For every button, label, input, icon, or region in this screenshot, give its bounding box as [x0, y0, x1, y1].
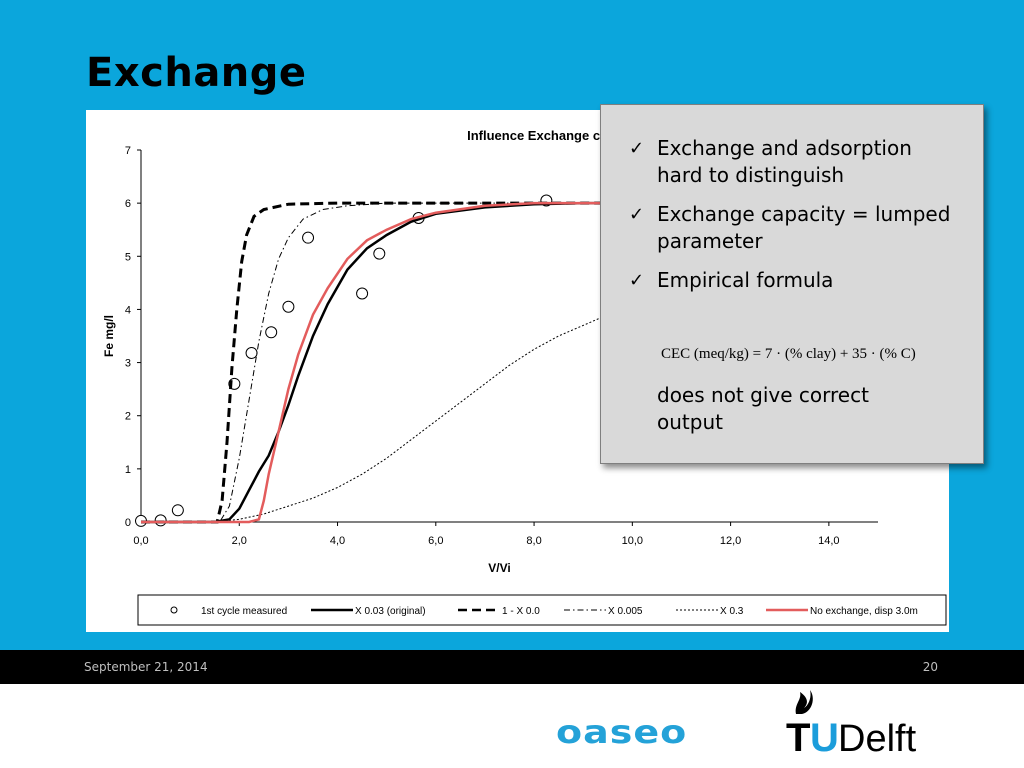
- footer-bar: September 21, 2014 20: [0, 650, 1024, 684]
- x-tick-label: 2,0: [232, 535, 247, 547]
- footer-date: September 21, 2014: [84, 660, 208, 674]
- conclusion-text: does not give correct output: [657, 383, 869, 434]
- x-tick-label: 4,0: [330, 535, 345, 547]
- oaseo-logo: oaseo: [556, 713, 688, 751]
- tudelft-delft: Delft: [838, 718, 917, 760]
- check-icon: ✓: [629, 204, 645, 225]
- bullet-item: ✓ Empirical formula: [623, 267, 953, 294]
- x-tick-label: 0,0: [133, 535, 148, 547]
- y-tick-label: 4: [125, 304, 131, 316]
- data-point-measured: [373, 247, 386, 260]
- x-tick-label: 10,0: [622, 535, 643, 547]
- bullet-text: Exchange and adsorption hard to distingu…: [657, 136, 912, 187]
- y-tick-label: 7: [125, 145, 131, 157]
- tudelft-t: T: [786, 716, 811, 760]
- y-tick-label: 3: [125, 358, 131, 370]
- flame-icon: [795, 690, 813, 714]
- cec-formula: CEC (meq/kg) = 7 · (% clay) + 35 · (% C): [661, 346, 916, 362]
- bullet-item: ✓ Exchange and adsorption hard to disting…: [623, 135, 953, 189]
- y-tick-label: 2: [125, 411, 131, 423]
- x-axis-label: V/Vi: [488, 561, 510, 575]
- data-point-measured: [302, 231, 315, 244]
- bullet-list: ✓ Exchange and adsorption hard to disting…: [623, 135, 953, 306]
- legend-label: No exchange, disp 3.0m: [810, 606, 918, 617]
- data-point-measured: [154, 514, 167, 527]
- slide-title: Exchange: [86, 50, 307, 96]
- data-point-measured: [245, 347, 258, 360]
- bullet-text: Empirical formula: [657, 268, 834, 292]
- legend-label: 1st cycle measured: [201, 606, 287, 617]
- bullet-text: Exchange capacity = lumped parameter: [657, 202, 951, 253]
- y-axis-label: Fe mg/l: [102, 315, 116, 357]
- callout-box: ✓ Exchange and adsorption hard to disting…: [600, 104, 984, 464]
- legend-label: X 0.005: [608, 606, 643, 617]
- series-line: [141, 308, 623, 523]
- page-number: 20: [922, 660, 938, 674]
- legend-box: [137, 594, 947, 626]
- series-line: [141, 201, 633, 524]
- bullet-item: ✓ Exchange capacity = lumped parameter: [623, 201, 953, 255]
- tudelft-u: U: [810, 716, 839, 760]
- x-tick-label: 8,0: [526, 535, 541, 547]
- series-line: [141, 201, 633, 524]
- data-point-measured: [171, 504, 184, 517]
- legend-label: X 0.03 (original): [355, 606, 426, 617]
- data-point-measured: [282, 300, 295, 313]
- check-icon: ✓: [629, 138, 645, 159]
- legend-marker: [170, 606, 178, 614]
- data-point-measured: [265, 326, 278, 339]
- series-line: [141, 202, 633, 523]
- y-tick-label: 0: [125, 517, 131, 529]
- check-icon: ✓: [629, 270, 645, 291]
- legend-label: X 0.3: [720, 606, 744, 617]
- x-tick-label: 12,0: [720, 535, 741, 547]
- series-line: [141, 201, 633, 524]
- x-tick-label: 6,0: [428, 535, 443, 547]
- y-tick-label: 1: [125, 464, 131, 476]
- data-point-measured: [356, 287, 369, 300]
- x-tick-label: 14,0: [818, 535, 839, 547]
- y-tick-label: 6: [125, 198, 131, 210]
- legend-label: 1 - X 0.0: [502, 606, 540, 617]
- y-tick-label: 5: [125, 251, 131, 263]
